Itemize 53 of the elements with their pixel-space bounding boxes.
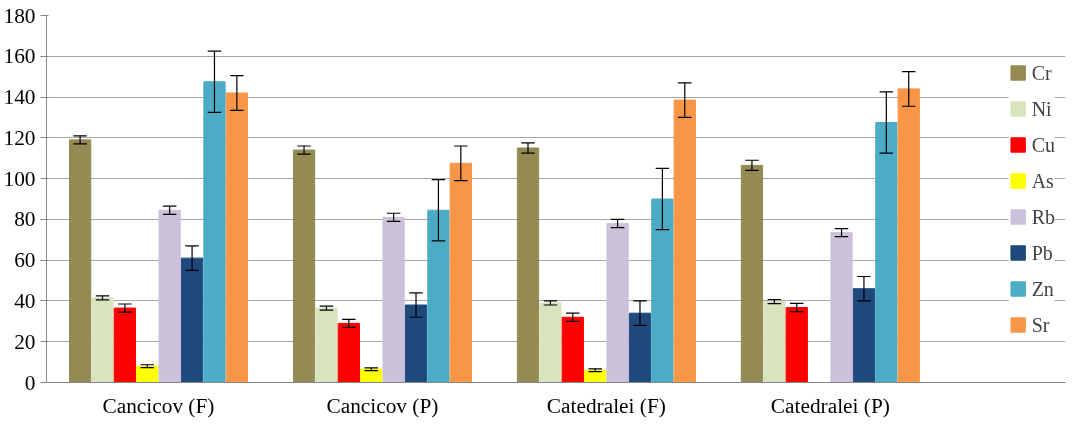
- y-tick-label: 120: [3, 125, 36, 150]
- y-tick-label: 40: [14, 288, 36, 313]
- legend-label: Ni: [1031, 97, 1052, 120]
- bar: [113, 307, 137, 383]
- bar: [651, 198, 674, 383]
- x-tick-label: Catedralei (F): [546, 393, 666, 418]
- bar: [830, 232, 853, 383]
- legend-label: Sr: [1031, 313, 1051, 336]
- bar: [315, 307, 338, 383]
- bar: [158, 209, 181, 383]
- bar: [404, 304, 428, 383]
- y-tick-label: 80: [14, 207, 36, 232]
- bar: [203, 81, 226, 383]
- bar: [360, 368, 383, 383]
- bar: [606, 222, 629, 383]
- bar: [292, 149, 316, 383]
- legend-label: Cr: [1031, 61, 1052, 84]
- bar: [427, 209, 450, 383]
- y-tick-label: 60: [14, 248, 36, 273]
- bar: [897, 88, 920, 383]
- bar: [382, 216, 405, 383]
- legend-label: As: [1031, 169, 1054, 192]
- bar: [180, 257, 204, 383]
- legend-label: Pb: [1031, 241, 1053, 264]
- bar: [561, 316, 584, 383]
- bar: [584, 369, 607, 383]
- legend-label: Rb: [1031, 205, 1055, 228]
- bar: [852, 288, 876, 383]
- bar: [337, 322, 360, 383]
- bar: [136, 365, 159, 383]
- bar: [539, 302, 562, 383]
- bar: [68, 139, 92, 383]
- x-tick-label: Catedralei (P): [770, 393, 890, 418]
- bar: [225, 92, 248, 383]
- y-tick-label: 180: [3, 3, 36, 28]
- bar: [763, 301, 786, 383]
- bar: [449, 162, 472, 383]
- bar: [91, 297, 114, 383]
- y-tick-label: 0: [24, 370, 36, 395]
- bar: [673, 99, 696, 383]
- legend-label: Cu: [1031, 133, 1055, 156]
- y-tick-label: 160: [3, 44, 36, 69]
- y-tick-label: 140: [3, 85, 36, 110]
- bar: [740, 164, 764, 383]
- y-tick-label: 100: [3, 166, 36, 191]
- bar: [628, 312, 652, 383]
- x-tick-label: Cancicov (P): [326, 393, 439, 418]
- x-tick-label: Cancicov (F): [102, 393, 215, 418]
- bar: [875, 122, 898, 383]
- legend-label: Zn: [1031, 277, 1054, 300]
- bar: [785, 306, 808, 383]
- bar: [516, 147, 540, 383]
- y-tick-label: 20: [14, 329, 36, 354]
